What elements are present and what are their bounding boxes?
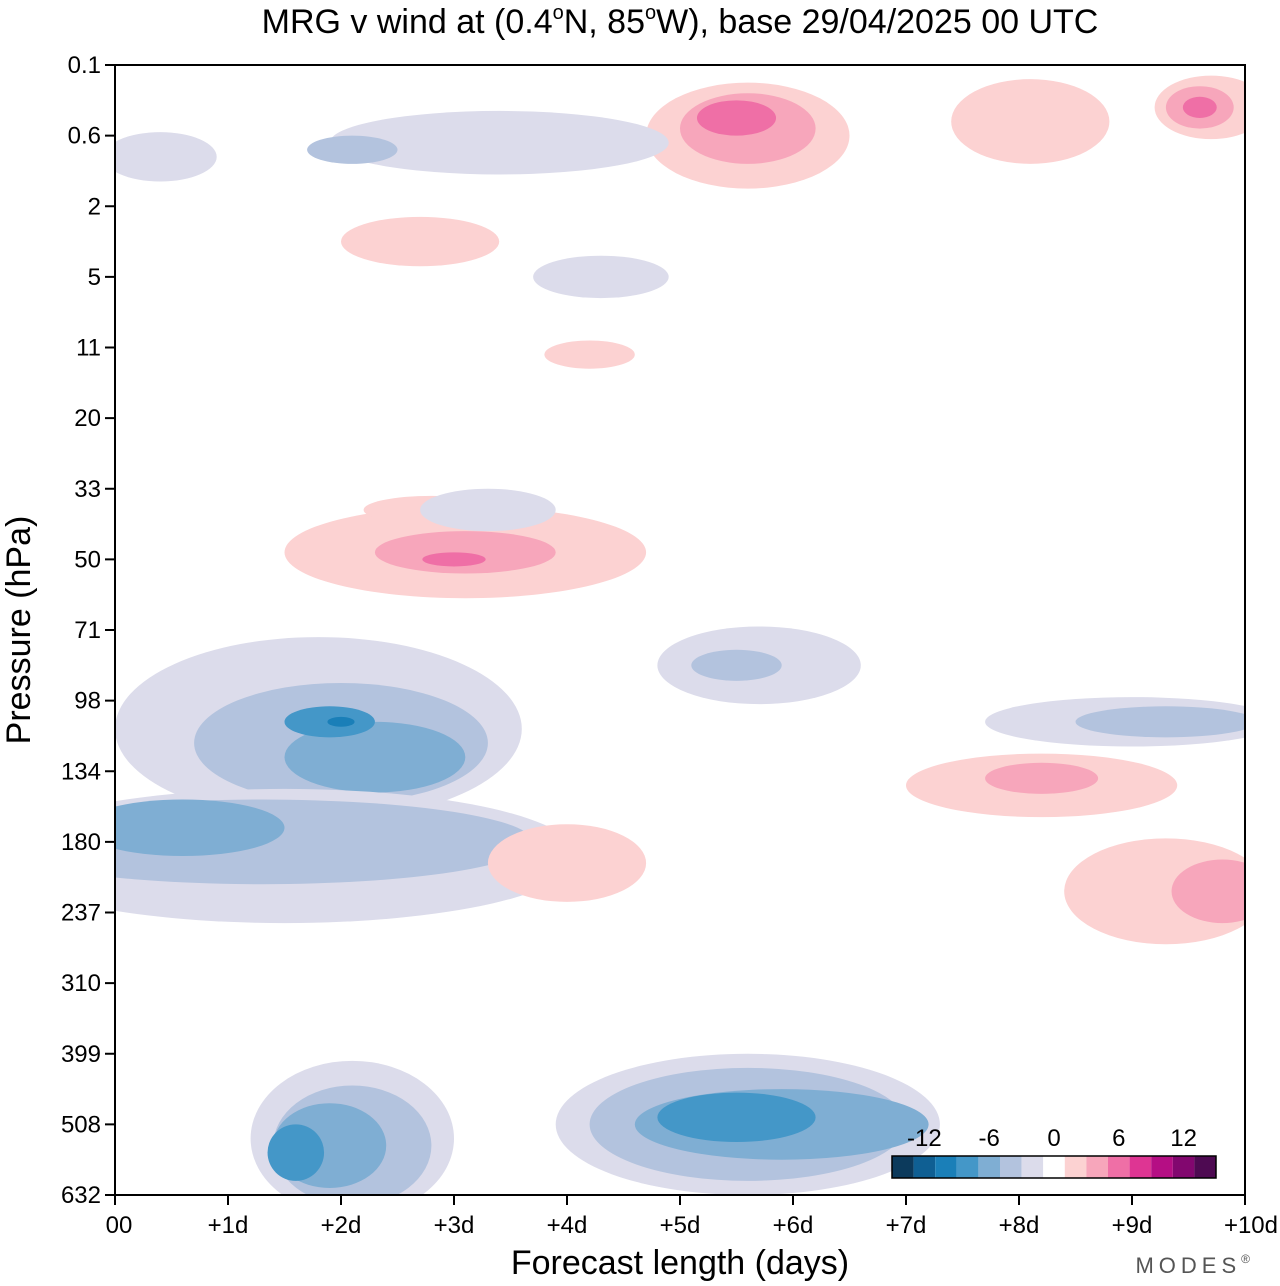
contour-28: [422, 552, 486, 567]
chart-title: MRG v wind at (0.4oN, 85oW), base 29/04/…: [262, 2, 1099, 41]
colorbar-swatch: [913, 1156, 936, 1178]
y-tick-label: 632: [61, 1182, 101, 1209]
y-tick-label: 20: [74, 405, 101, 432]
plot-background: [115, 65, 1245, 1195]
contour-17: [487, 824, 647, 902]
colorbar-swatch: [1151, 1156, 1173, 1178]
contour-34: [1182, 96, 1217, 118]
x-tick-label: +10d: [1224, 1212, 1278, 1239]
colorbar-label: 12: [1170, 1125, 1197, 1152]
y-tick-label: 134: [61, 758, 101, 785]
x-tick-label: +1d: [208, 1212, 249, 1239]
x-tick-label: +9d: [1112, 1212, 1153, 1239]
colorbar-swatch: [892, 1156, 914, 1178]
y-tick-label: 0.6: [68, 123, 101, 150]
colorbar-label: 0: [1047, 1125, 1060, 1152]
contour-layer: [115, 75, 1245, 1195]
brand-logo: MODES®: [1135, 1252, 1250, 1278]
y-tick-label: 180: [61, 829, 101, 856]
x-tick-label: +8d: [999, 1212, 1040, 1239]
contour-3: [267, 1124, 325, 1181]
y-tick-label: 5: [88, 264, 101, 291]
y-tick-label: 50: [74, 546, 101, 573]
x-tick-label: +2d: [321, 1212, 362, 1239]
y-axis: 0.1 0.6 2 5 11 20 33 50 71 98 134 180 237 310 399 508 63…: [61, 52, 115, 1209]
x-tick-label: +4d: [547, 1212, 588, 1239]
contour-37: [329, 110, 669, 175]
colorbar-label: 6: [1112, 1125, 1125, 1152]
x-tick-label: 00: [106, 1212, 133, 1239]
x-axis: 00 +1d +2d +3d +4d +5d +6d +7d +8d +9d +10d: [106, 1195, 1278, 1239]
colorbar-swatch: [1064, 1156, 1087, 1178]
x-tick-label: +7d: [886, 1212, 927, 1239]
contour-39: [533, 255, 669, 299]
y-tick-label: 310: [61, 970, 101, 997]
contour-31: [696, 100, 777, 136]
x-tick-label: +3d: [434, 1212, 475, 1239]
y-tick-label: 98: [74, 688, 101, 715]
colorbar-swatch: [1172, 1156, 1195, 1178]
colorbar-swatch: [935, 1156, 957, 1178]
colorbar-swatch: [956, 1156, 979, 1178]
y-tick-label: 71: [74, 617, 101, 644]
x-axis-label: Forecast length (days): [511, 1244, 849, 1282]
y-tick-label: 237: [61, 900, 101, 927]
contour-40: [115, 132, 217, 182]
colorbar-swatch: [1000, 1156, 1022, 1178]
colorbar-swatch: [1108, 1156, 1130, 1178]
colorbar-swatch: [1129, 1156, 1152, 1178]
colorbar-swatch: [1086, 1156, 1108, 1178]
contour-19: [1171, 859, 1245, 924]
contour-42: [544, 340, 635, 369]
contour-21: [985, 762, 1099, 794]
contour-43: [420, 488, 556, 532]
y-tick-label: 399: [61, 1041, 101, 1068]
colorbar-label: -12: [907, 1125, 942, 1152]
contour-13: [327, 716, 355, 727]
contour-16: [115, 799, 285, 856]
x-tick-label: +5d: [660, 1212, 701, 1239]
y-tick-label: 508: [61, 1111, 101, 1138]
y-tick-label: 2: [88, 193, 101, 220]
colorbar: -12 -6 0 6 12: [891, 1125, 1217, 1179]
y-tick-label: 33: [74, 476, 101, 503]
y-axis-label: Pressure (hPa): [0, 516, 38, 745]
contour-23: [1075, 706, 1245, 738]
y-tick-label: 11: [76, 335, 101, 362]
colorbar-swatch: [1043, 1156, 1065, 1178]
contour-36: [341, 216, 500, 267]
colorbar-swatch: [978, 1156, 1000, 1178]
contour-38: [307, 135, 398, 164]
colorbar-label: -6: [979, 1125, 1000, 1152]
y-tick-label: 0.1: [68, 52, 101, 79]
contour-27: [374, 531, 556, 574]
colorbar-frame: [891, 1155, 1217, 1179]
contour-7: [657, 1092, 816, 1143]
contour-25: [691, 649, 782, 681]
contour-11: [284, 721, 466, 793]
x-tick-label: +6d: [773, 1212, 814, 1239]
contour-35: [951, 79, 1110, 164]
colorbar-swatch: [1021, 1156, 1044, 1178]
colorbar-swatch: [1194, 1156, 1216, 1178]
